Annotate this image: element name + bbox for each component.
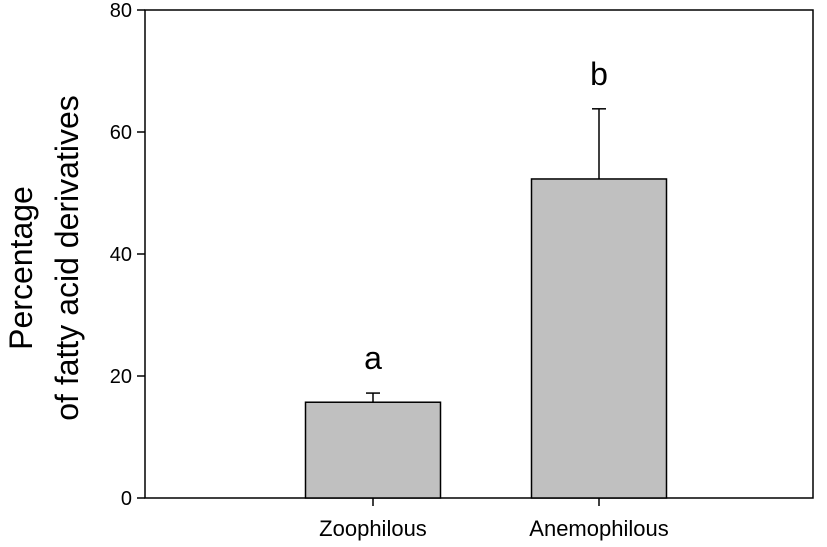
y-axis-label-line-1: Percentage — [3, 186, 39, 350]
y-axis-label-line-2: of fatty acid derivatives — [49, 95, 85, 420]
y-tick-label-20: 20 — [110, 366, 132, 388]
y-axis-label: Percentage of fatty acid derivatives — [3, 95, 85, 420]
plot-frame — [144, 9, 814, 499]
plot-area: 0 20 40 60 80 a Zoophilous b Anemophilous — [110, 0, 814, 541]
bar-zoophilous — [304, 401, 442, 499]
x-tick-label-anemophilous: Anemophilous — [529, 516, 668, 541]
y-tick-label-0: 0 — [121, 488, 132, 510]
bar-anemophilous — [530, 178, 668, 499]
y-tick-label-60: 60 — [110, 122, 132, 144]
y-tick-label-80: 80 — [110, 0, 132, 22]
x-tick-label-zoophilous: Zoophilous — [319, 516, 427, 541]
y-tick-label-40: 40 — [110, 244, 132, 266]
significance-label-a: a — [364, 340, 382, 376]
significance-label-b: b — [590, 56, 608, 92]
